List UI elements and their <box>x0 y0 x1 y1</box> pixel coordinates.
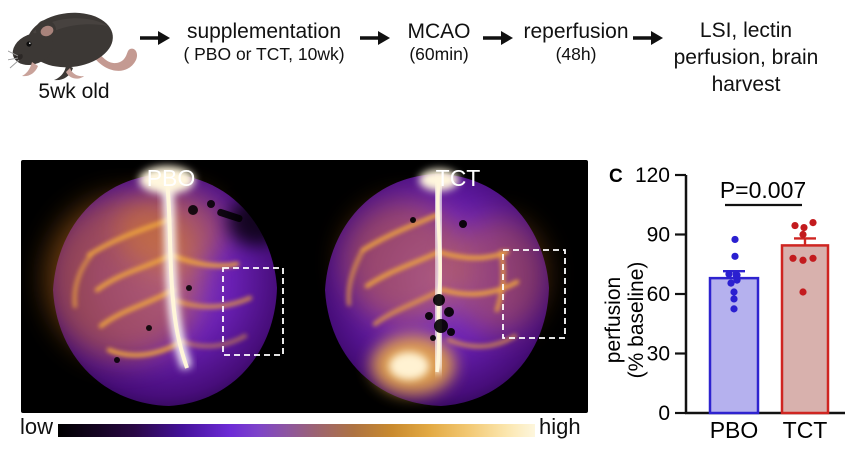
pbo-roi-box <box>222 267 284 356</box>
data-point-tct <box>800 223 808 232</box>
data-point-tct <box>809 219 817 227</box>
data-point-tct <box>799 288 807 296</box>
data-point-tct <box>809 254 817 262</box>
endpoint-line: perfusion, brain <box>673 46 819 69</box>
data-point-pbo <box>733 276 741 284</box>
perfusion-bar-chart: C perfusion (% baseline) 0 30 60 90 120 PBO T… <box>600 150 853 456</box>
tct-image-label: TCT <box>436 165 481 191</box>
step-title: reperfusion <box>523 20 629 43</box>
tct-roi-box <box>502 249 566 339</box>
step-title: MCAO <box>407 20 471 43</box>
data-point-pbo <box>727 279 735 287</box>
arrow-right-icon <box>633 31 663 45</box>
step-subtitle: (60min) <box>409 44 469 65</box>
y-tick-label: 120 <box>635 164 670 187</box>
data-point-tct <box>791 221 799 230</box>
panel-c-label: C <box>609 166 623 187</box>
flow-step-supplementation: supplementation ( PBO or TCT, 10wk) <box>154 20 374 64</box>
flow-step-reperfusion: reperfusion (48h) <box>516 20 636 64</box>
mouse-age-label: 5wk old <box>38 80 110 103</box>
bar-tct <box>780 244 830 415</box>
endpoint-line: LSI, lectin <box>699 19 793 42</box>
flow-step-mcao: MCAO (60min) <box>389 20 489 64</box>
arrow-right-icon <box>483 31 513 45</box>
y-axis-ticks: 0 30 60 90 120 <box>635 164 686 425</box>
y-tick-label: 90 <box>647 224 670 247</box>
data-point-pbo <box>730 295 738 303</box>
step-subtitle: ( PBO or TCT, 10wk) <box>183 44 345 65</box>
y-tick-label: 30 <box>647 343 670 366</box>
y-axis-title-line2: (% baseline) <box>625 262 648 379</box>
lsi-brain-images: PBO TCT <box>46 165 566 406</box>
y-tick-label: 60 <box>647 283 670 306</box>
y-tick-label: 0 <box>658 402 670 425</box>
x-axis-labels: PBO TCT <box>710 417 828 443</box>
data-point-pbo <box>733 271 741 279</box>
data-point-pbo <box>730 305 738 313</box>
flow-endpoint: LSI, lectin perfusion, brain harvest <box>666 17 826 98</box>
perfusion-colorbar <box>58 424 535 437</box>
arrow-right-icon <box>360 31 390 45</box>
p-value-label: P=0.007 <box>720 177 806 203</box>
data-point-pbo <box>730 288 738 296</box>
mouse-icon <box>8 12 138 81</box>
data-point-pbo <box>725 270 733 278</box>
chart-bars <box>708 237 830 415</box>
colorbar-high-label: high <box>539 414 581 439</box>
data-point-tct <box>799 256 807 264</box>
data-point-tct <box>799 230 807 239</box>
colorbar-low-label: low <box>20 414 54 439</box>
pbo-brain-image <box>46 166 284 406</box>
step-subtitle: (48h) <box>555 44 597 65</box>
data-point-pbo <box>731 235 739 244</box>
arrow-right-icon <box>140 31 170 45</box>
data-point-tct <box>789 254 797 262</box>
lsi-image-panel: PBO TCT <box>21 160 588 413</box>
x-label-tct: TCT <box>783 417 828 443</box>
x-label-pbo: PBO <box>710 417 759 443</box>
data-point-pbo <box>731 252 739 260</box>
tct-brain-image <box>325 169 566 406</box>
pbo-image-label: PBO <box>147 165 196 191</box>
step-title: supplementation <box>186 20 342 43</box>
y-axis-title-line1: perfusion <box>602 277 625 363</box>
chart-data-points <box>725 219 817 313</box>
endpoint-line: harvest <box>711 73 781 96</box>
